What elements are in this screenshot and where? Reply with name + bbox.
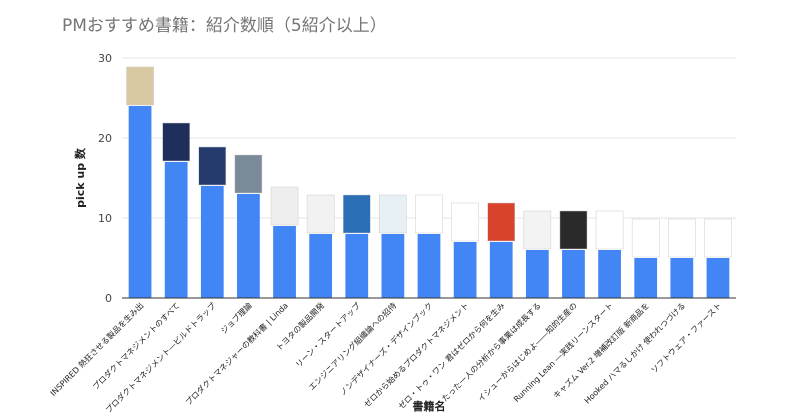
bar <box>417 234 441 298</box>
bar <box>453 242 477 298</box>
x-tick-label: リーン・スタートアップ <box>294 301 362 369</box>
book-cover-thumbnail <box>379 194 407 234</box>
bar <box>670 258 694 298</box>
book-cover-thumbnail <box>162 122 190 162</box>
book-cover-thumbnail <box>595 210 624 250</box>
bar <box>237 194 260 298</box>
book-cover-thumbnail <box>342 194 371 234</box>
y-tick-label: 30 <box>98 52 112 65</box>
book-cover-thumbnail <box>270 186 299 226</box>
book-covers <box>126 66 732 258</box>
category-labels: INSPIRED 熱狂させる製品を生み出プロダクトマネジメントのすべてプロダクト… <box>48 300 723 415</box>
bar <box>634 258 658 298</box>
book-cover-thumbnail <box>306 194 335 234</box>
x-tick-label: ジョブ理論 <box>218 300 253 335</box>
x-axis-title: 書籍名 <box>413 399 446 413</box>
bar <box>128 106 152 298</box>
book-cover-thumbnail <box>668 218 696 258</box>
book-cover-thumbnail <box>487 202 516 242</box>
book-cover-thumbnail <box>631 218 660 258</box>
bar <box>381 234 405 298</box>
y-axis-ticks: 0 10 20 30 <box>98 52 112 305</box>
book-cover-thumbnail <box>451 202 479 242</box>
book-cover-thumbnail <box>234 154 263 194</box>
y-tick-label: 10 <box>98 212 112 225</box>
bars <box>128 106 730 298</box>
bar <box>200 186 224 298</box>
bar <box>489 242 513 298</box>
book-cover-thumbnail <box>415 194 443 234</box>
y-axis-title: pick up 数 <box>73 147 87 208</box>
chart-title: PMおすすめ書籍：紹介数順（5紹介以上） <box>62 16 387 36</box>
bar <box>706 258 730 298</box>
y-tick-label: 20 <box>98 132 112 145</box>
bar <box>562 250 585 298</box>
bar <box>525 250 549 298</box>
y-tick-label: 0 <box>105 292 112 305</box>
bar <box>345 234 369 298</box>
bar <box>273 226 296 298</box>
book-cover-thumbnail <box>126 66 154 106</box>
book-cover-thumbnail <box>198 146 227 186</box>
x-tick-label: ソフトウェア・ファースト <box>649 301 723 375</box>
book-cover-thumbnail <box>704 218 732 258</box>
bar <box>598 250 621 298</box>
bar <box>309 234 333 298</box>
book-cover-thumbnail <box>559 210 588 250</box>
bar <box>164 162 188 298</box>
book-cover-thumbnail <box>523 210 552 250</box>
